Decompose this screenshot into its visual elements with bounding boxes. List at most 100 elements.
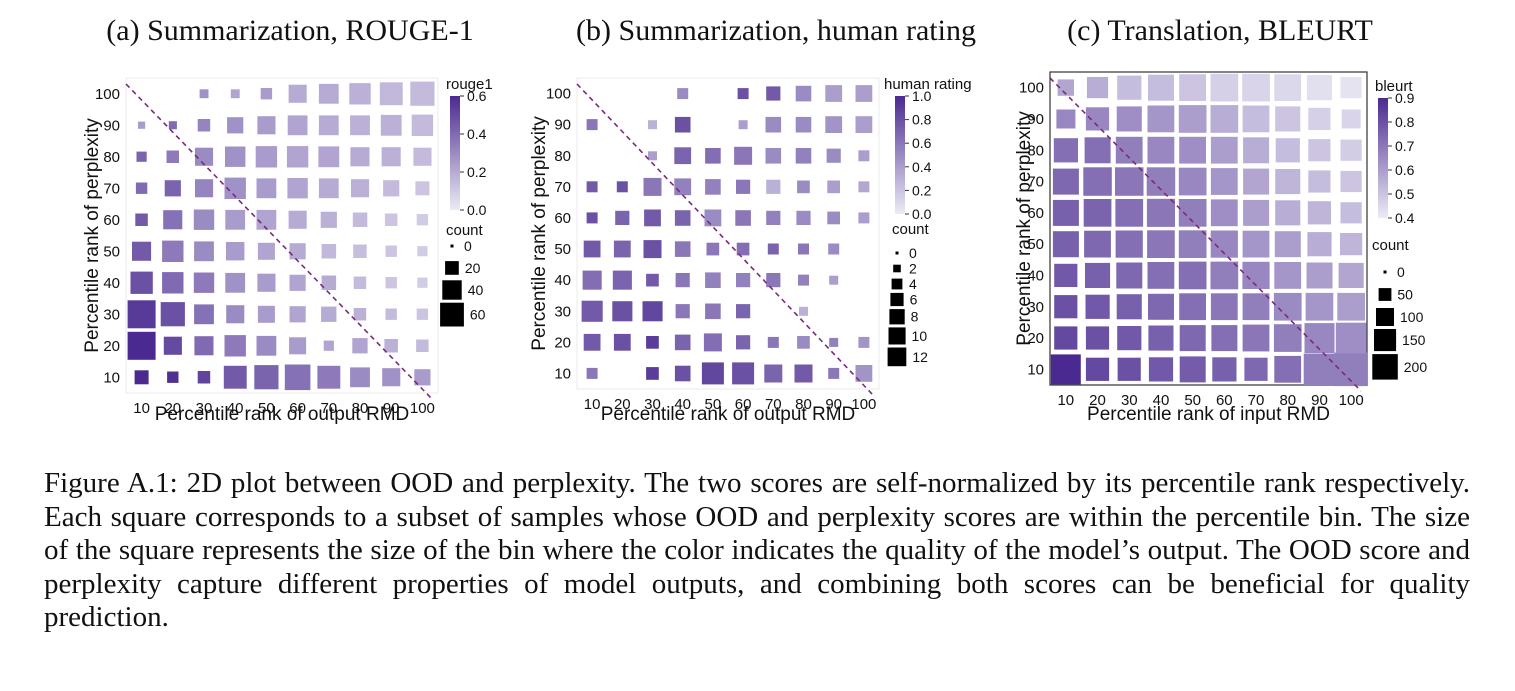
size-legend-label: 150 bbox=[1402, 332, 1426, 348]
size-legend-title: count bbox=[1372, 237, 1410, 254]
data-square bbox=[798, 274, 809, 286]
x-tick-label: 40 bbox=[227, 400, 244, 417]
data-square bbox=[353, 308, 367, 321]
x-tick-label: 100 bbox=[1339, 392, 1364, 409]
data-square bbox=[284, 364, 311, 391]
y-tick-label: 100 bbox=[95, 86, 120, 103]
data-square bbox=[382, 368, 401, 387]
data-square bbox=[1308, 107, 1331, 130]
x-tick-label: 50 bbox=[258, 400, 275, 417]
size-legend-square bbox=[1378, 288, 1392, 301]
data-square bbox=[1179, 293, 1206, 321]
diagonal-line bbox=[125, 83, 433, 400]
data-square bbox=[1179, 325, 1206, 352]
y-axis-label: Percentile rank of perplexity bbox=[82, 118, 103, 353]
data-square bbox=[613, 333, 631, 351]
data-square bbox=[674, 147, 692, 165]
x-tick-label: 40 bbox=[1153, 392, 1170, 409]
data-square bbox=[350, 115, 370, 136]
data-square bbox=[826, 148, 841, 163]
colorbar-title: bleurt bbox=[1375, 78, 1413, 95]
data-square bbox=[318, 146, 340, 168]
size-legend-label: 12 bbox=[912, 349, 928, 365]
y-tick-label: 80 bbox=[103, 149, 120, 166]
data-square bbox=[855, 85, 873, 102]
data-square bbox=[287, 115, 308, 136]
size-legend-label: 100 bbox=[1400, 309, 1424, 325]
colorbar-tick-label: 0.5 bbox=[1395, 186, 1415, 202]
data-square bbox=[193, 209, 215, 230]
data-square bbox=[199, 89, 209, 99]
data-square bbox=[1053, 138, 1078, 163]
data-square bbox=[321, 244, 337, 259]
data-square bbox=[256, 335, 277, 356]
data-square bbox=[257, 305, 275, 323]
data-square bbox=[1340, 170, 1362, 193]
y-tick-label: 10 bbox=[103, 369, 120, 386]
data-square bbox=[1179, 74, 1206, 101]
y-axis-label: Percentile rank of perplexity bbox=[1014, 111, 1035, 346]
y-tick-label: 50 bbox=[1027, 236, 1044, 253]
data-square bbox=[642, 301, 663, 322]
data-square bbox=[1146, 167, 1176, 196]
data-square bbox=[226, 305, 245, 324]
data-square bbox=[858, 181, 870, 193]
size-legend-label: 6 bbox=[910, 292, 918, 308]
data-square bbox=[1340, 77, 1362, 99]
data-square bbox=[286, 146, 309, 168]
data-square bbox=[1084, 230, 1111, 258]
data-square bbox=[195, 179, 214, 198]
data-square bbox=[1210, 73, 1239, 102]
data-square bbox=[415, 181, 430, 196]
data-square bbox=[615, 210, 630, 225]
data-square bbox=[411, 114, 434, 136]
data-square bbox=[226, 242, 245, 261]
data-square bbox=[829, 275, 839, 285]
chart-panel-b: 10 20 30 40 50 60 70 80 90 1001020304050607080901… bbox=[529, 76, 972, 425]
size-legend-title: count bbox=[892, 221, 930, 238]
data-square bbox=[350, 367, 370, 388]
data-square bbox=[736, 242, 750, 256]
data-square bbox=[230, 89, 240, 99]
y-tick-label: 70 bbox=[1027, 174, 1044, 191]
data-square bbox=[1274, 262, 1302, 289]
y-tick-label: 50 bbox=[554, 241, 571, 258]
data-square bbox=[825, 85, 843, 102]
data-square bbox=[1117, 75, 1142, 100]
size-legend-label: 0 bbox=[909, 245, 917, 261]
data-square bbox=[674, 334, 691, 351]
data-square bbox=[1210, 293, 1238, 321]
data-square bbox=[1337, 292, 1365, 321]
data-square bbox=[1052, 231, 1079, 258]
data-square bbox=[1085, 107, 1110, 131]
data-square bbox=[1086, 77, 1109, 99]
data-square bbox=[648, 120, 657, 130]
data-square bbox=[1242, 293, 1270, 321]
x-tick-label: 10 bbox=[584, 396, 601, 413]
y-tick-label: 60 bbox=[103, 212, 120, 229]
data-square bbox=[1308, 170, 1331, 193]
data-square bbox=[1242, 230, 1270, 258]
data-square bbox=[1274, 231, 1301, 258]
data-square bbox=[257, 242, 275, 260]
data-square bbox=[1056, 109, 1076, 129]
data-square bbox=[705, 303, 721, 320]
data-square bbox=[255, 146, 278, 168]
data-square bbox=[1115, 167, 1144, 196]
data-square bbox=[1054, 326, 1078, 350]
y-tick-label: 90 bbox=[103, 117, 120, 134]
data-square bbox=[674, 178, 692, 196]
data-square bbox=[197, 371, 211, 384]
data-square bbox=[380, 114, 402, 136]
size-legend-square bbox=[1376, 308, 1394, 326]
data-square bbox=[1083, 167, 1112, 196]
x-tick-label: 50 bbox=[1184, 392, 1201, 409]
data-square bbox=[646, 336, 659, 349]
data-square bbox=[288, 84, 307, 103]
data-square bbox=[227, 117, 244, 134]
data-square bbox=[1116, 106, 1142, 132]
data-square bbox=[1307, 232, 1332, 257]
data-square bbox=[195, 147, 214, 166]
data-square bbox=[735, 210, 751, 226]
data-square bbox=[417, 246, 428, 257]
